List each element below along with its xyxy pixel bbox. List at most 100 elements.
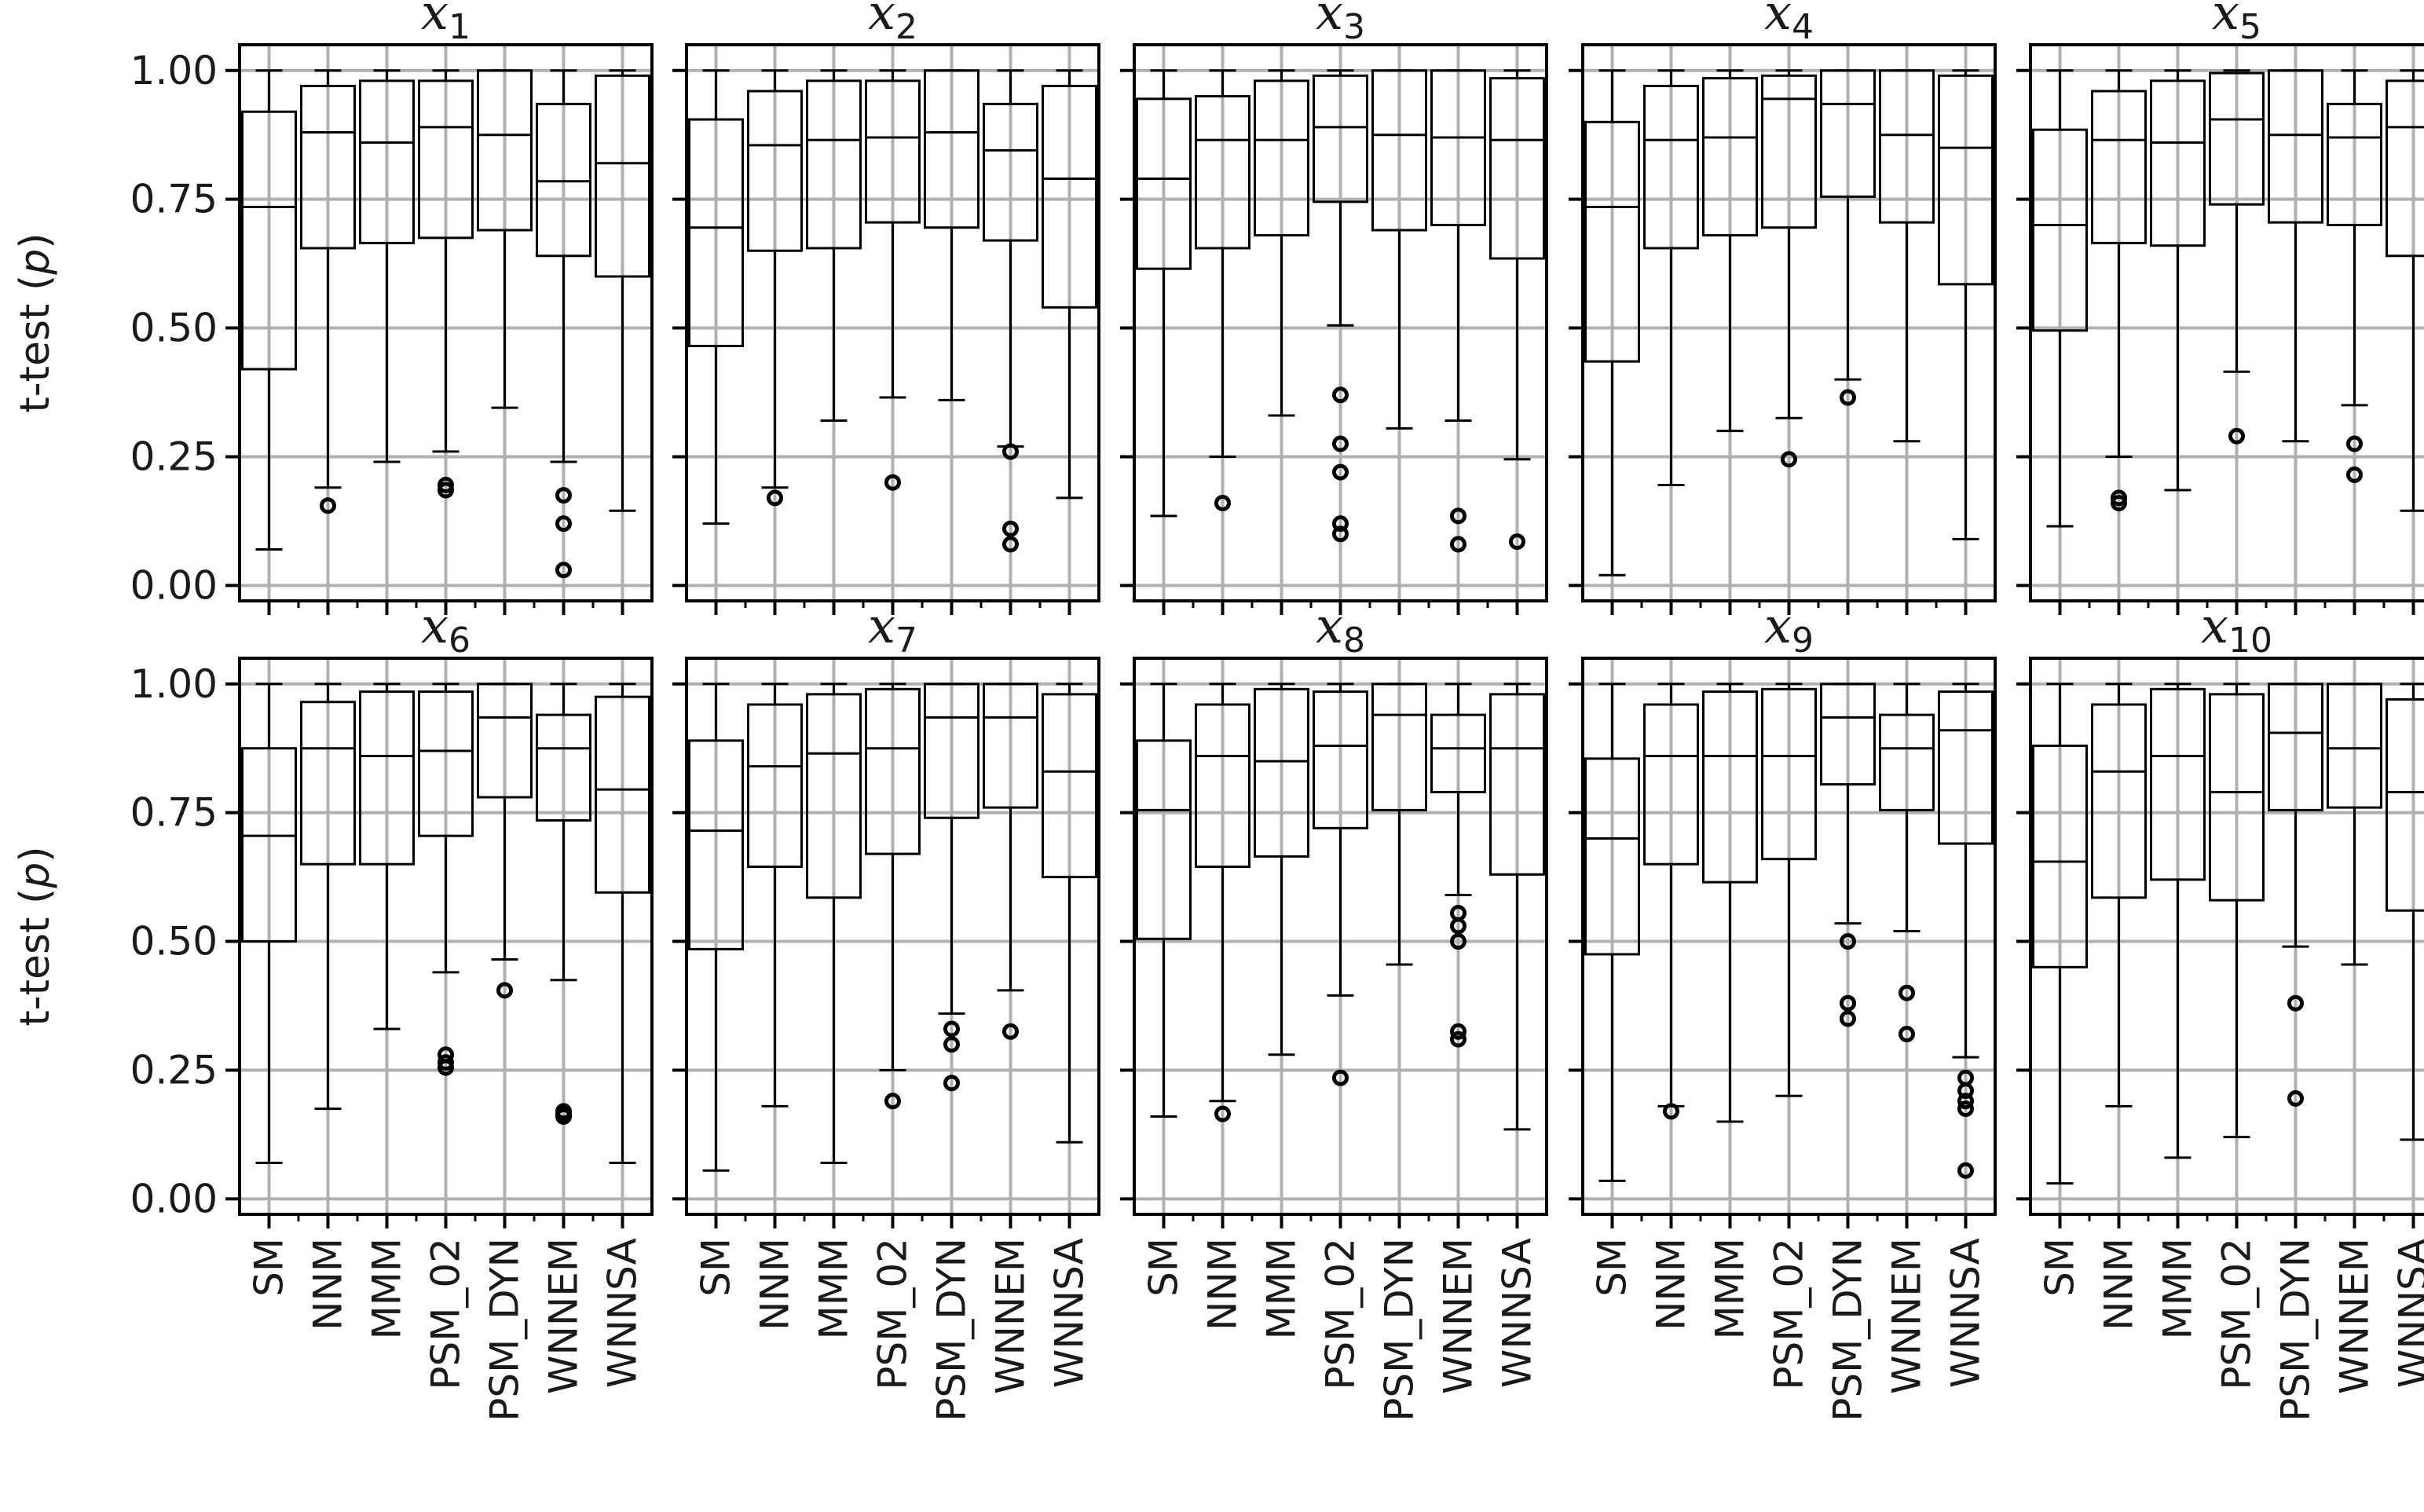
outlier-point: [943, 1020, 960, 1038]
iqr-box: [1938, 74, 1994, 286]
panel-title: x6: [421, 597, 471, 661]
y-tick-label: 1.00: [130, 48, 218, 93]
outlier-point: [1840, 994, 1856, 1012]
iqr-box: [2327, 102, 2382, 226]
box-WNNEM: [983, 683, 1038, 1040]
x-tick-label: MMM: [2155, 1238, 2201, 1339]
outlier-point: [1002, 443, 1019, 460]
iqr-box: [924, 683, 979, 819]
iqr-box: [924, 69, 979, 229]
outlier-point: [767, 489, 783, 507]
iqr-box: [2386, 697, 2424, 912]
iqr-box: [1195, 95, 1250, 250]
x-tick-label: PSM_DYN: [2273, 1238, 2319, 1422]
box-WNNEM: [1879, 69, 1935, 443]
box-PSM_DYN: [477, 69, 533, 409]
box-PSM_DYN: [2268, 683, 2323, 1107]
box-NNM: [300, 683, 356, 1111]
iqr-box: [477, 69, 533, 232]
box-WNNSA: [1042, 683, 1097, 1144]
x-tick-label: WNNEM: [541, 1238, 587, 1394]
panel-10: SM NNM MMM PSM_02 PSM_DYN WNNEM WNNSA x10: [2016, 597, 2424, 1422]
box-WNNSA: [2386, 683, 2424, 1141]
outlier-point: [1002, 536, 1019, 553]
box-PSM_DYN: [1371, 683, 1427, 966]
outlier-point: [2287, 994, 2304, 1012]
box-PSM_02: [2209, 683, 2265, 1139]
x-tick-label: NNM: [1649, 1238, 1694, 1331]
iqr-box: [688, 739, 744, 950]
x-tick-label: MMM: [811, 1238, 857, 1339]
x-tick-label: PSM_DYN: [1825, 1238, 1871, 1422]
box-SM: [2032, 683, 2088, 1185]
panel-title: x10: [2201, 597, 2272, 661]
box-NNM: [1195, 69, 1250, 511]
box-WNNSA: [1489, 69, 1545, 551]
iqr-box: [1254, 79, 1309, 237]
outlier-point: [943, 1036, 960, 1053]
box-MMM: [2150, 683, 2206, 1159]
box-NNM: [1643, 69, 1699, 486]
outlier-point: [496, 982, 513, 999]
outlier-point: [1214, 1105, 1231, 1122]
box-MMM: [1702, 69, 1758, 433]
box-PSM_02: [865, 69, 921, 491]
iqr-box: [2209, 71, 2265, 206]
iqr-box: [536, 713, 591, 822]
x-tick-label: WNNEM: [2332, 1238, 2378, 1394]
iqr-box: [359, 690, 415, 866]
y-axis-label: t-test (p): [12, 232, 59, 412]
box-WNNSA: [1042, 69, 1097, 500]
box-PSM_02: [2209, 69, 2265, 445]
outlier-point: [1214, 494, 1231, 511]
box-PSM_02: [418, 69, 474, 499]
box-SM: [1584, 69, 1640, 577]
panel-7: SM NNM MMM PSM_02 PSM_DYN WNNEM WNNSA x7: [672, 597, 1100, 1422]
outlier-point: [1957, 1100, 1974, 1118]
outlier-point: [555, 1107, 572, 1125]
axes-frame: [2029, 43, 2424, 602]
box-WNNSA: [1938, 683, 1994, 1179]
x-tick-label: SM: [247, 1238, 292, 1297]
outlier-point: [2228, 427, 2245, 445]
outlier-point: [884, 474, 901, 491]
box-WNNSA: [595, 69, 650, 512]
x-tick-label: PSM_02: [2214, 1238, 2260, 1390]
iqr-box: [1136, 97, 1192, 270]
box-NNM: [300, 69, 356, 514]
iqr-box: [2268, 69, 2323, 224]
iqr-box: [1938, 690, 1994, 845]
iqr-box: [1042, 84, 1097, 309]
x-tick-label: PSM_02: [1318, 1238, 1364, 1390]
y-tick-label: 1.00: [130, 661, 218, 707]
iqr-box: [300, 84, 356, 250]
iqr-box: [806, 693, 862, 899]
panel-title: x8: [1316, 597, 1365, 661]
iqr-box: [1313, 690, 1368, 829]
iqr-box: [2032, 744, 2088, 968]
outlier-point: [1332, 386, 1349, 404]
x-tick-label: NNM: [1200, 1238, 1246, 1331]
iqr-box: [1584, 120, 1640, 363]
x-tick-label: MMM: [364, 1238, 410, 1339]
x-tick-label: WNNSA: [1495, 1238, 1540, 1388]
panel-5: x5: [2016, 0, 2424, 615]
panel-title: x7: [868, 597, 917, 661]
box-PSM_DYN: [477, 683, 533, 999]
iqr-box: [1313, 74, 1368, 203]
panel-title: x4: [1764, 0, 1814, 47]
box-WNNEM: [2327, 683, 2382, 966]
box-MMM: [1702, 683, 1758, 1123]
box-SM: [688, 69, 744, 525]
y-tick-label: 0.50: [130, 919, 218, 965]
outlier-point: [1332, 515, 1349, 533]
outlier-point: [1002, 520, 1019, 537]
box-WNNSA: [1938, 69, 1994, 540]
panel-6: 0.00 0.25 0.50 0.75 1.00 SM NNM MMM PSM_02 PSM_DY…: [130, 597, 654, 1422]
box-SM: [241, 69, 297, 551]
box-PSM_DYN: [1820, 683, 1876, 1027]
iqr-box: [418, 690, 474, 837]
iqr-box: [1136, 739, 1192, 940]
box-NNM: [1643, 683, 1699, 1120]
